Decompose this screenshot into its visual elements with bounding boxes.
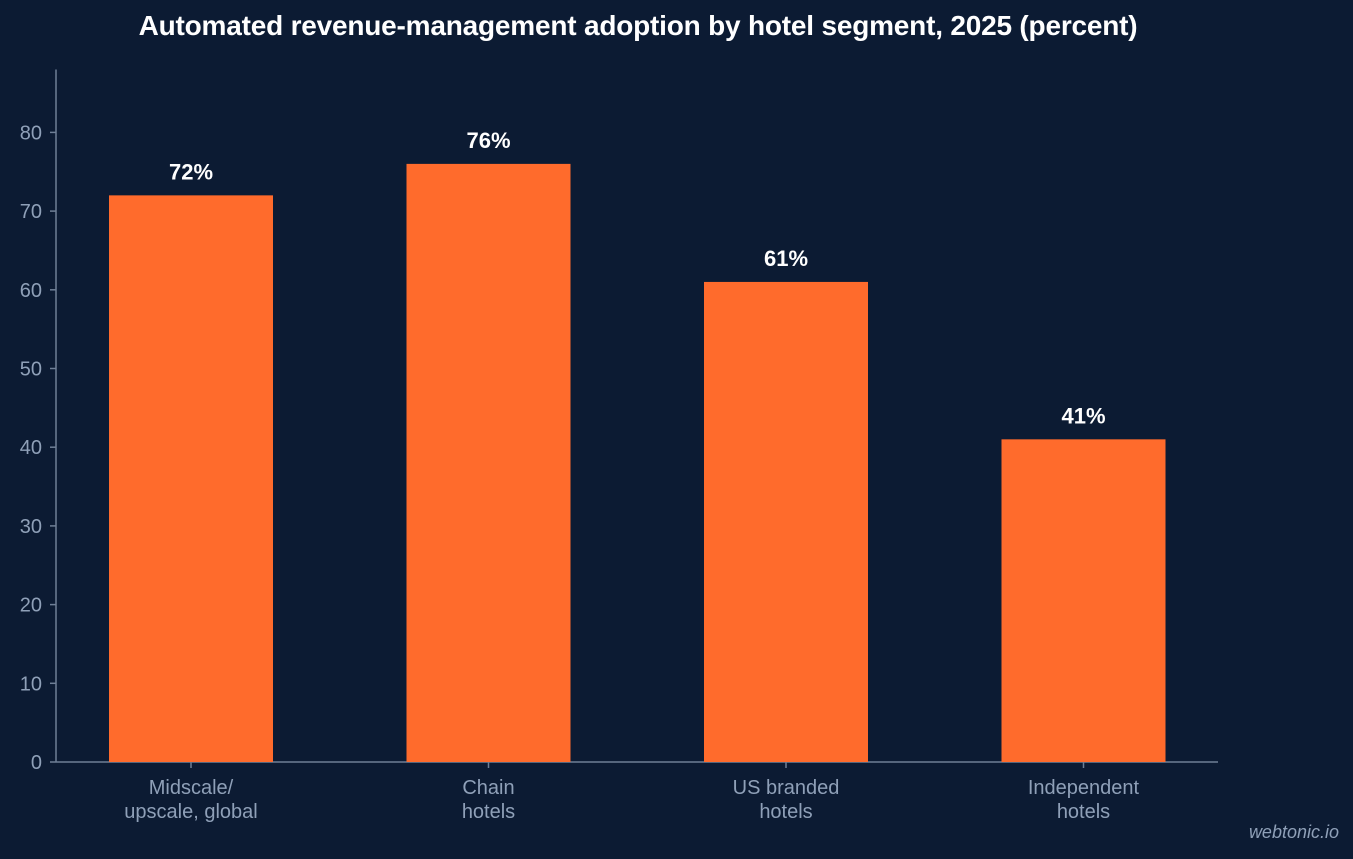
x-tick-label: Chain hotels bbox=[462, 777, 515, 823]
y-tick-label: 40 bbox=[20, 437, 42, 459]
y-axis: 0 10 20 30 40 50 60 70 80 bbox=[20, 69, 57, 774]
y-tick-label: 50 bbox=[20, 359, 42, 381]
bar-value-label: 76% bbox=[466, 128, 510, 153]
y-tick-label: 80 bbox=[20, 122, 42, 144]
bar-value-label: 61% bbox=[764, 246, 808, 271]
x-tick-label: Midscale/upscale, global bbox=[124, 777, 257, 823]
bar bbox=[704, 281, 868, 762]
data-labels-group: 72% 76% 61% 41% bbox=[169, 128, 1106, 428]
y-tick-label: 10 bbox=[20, 673, 42, 695]
bar-value-label: 72% bbox=[169, 159, 213, 184]
bar bbox=[406, 163, 571, 762]
x-tick-label: Independent hotels bbox=[1028, 777, 1140, 823]
watermark: webtonic.io bbox=[1248, 822, 1339, 842]
bar-value-label: 41% bbox=[1061, 403, 1105, 428]
bar bbox=[109, 195, 273, 763]
y-tick-label: 30 bbox=[20, 516, 42, 538]
bar bbox=[1001, 439, 1166, 762]
y-tick-label: 0 bbox=[31, 752, 42, 774]
chart-title: Automated revenue-management adoption by… bbox=[138, 10, 1138, 41]
bars-group bbox=[109, 163, 1166, 763]
x-tick-label: US branded hotels bbox=[733, 777, 840, 823]
y-tick-label: 70 bbox=[20, 201, 42, 223]
y-tick-label: 20 bbox=[20, 595, 42, 617]
x-axis: Midscale/upscale, global Chain hotels US br… bbox=[56, 761, 1218, 823]
y-tick-label: 60 bbox=[20, 280, 42, 302]
